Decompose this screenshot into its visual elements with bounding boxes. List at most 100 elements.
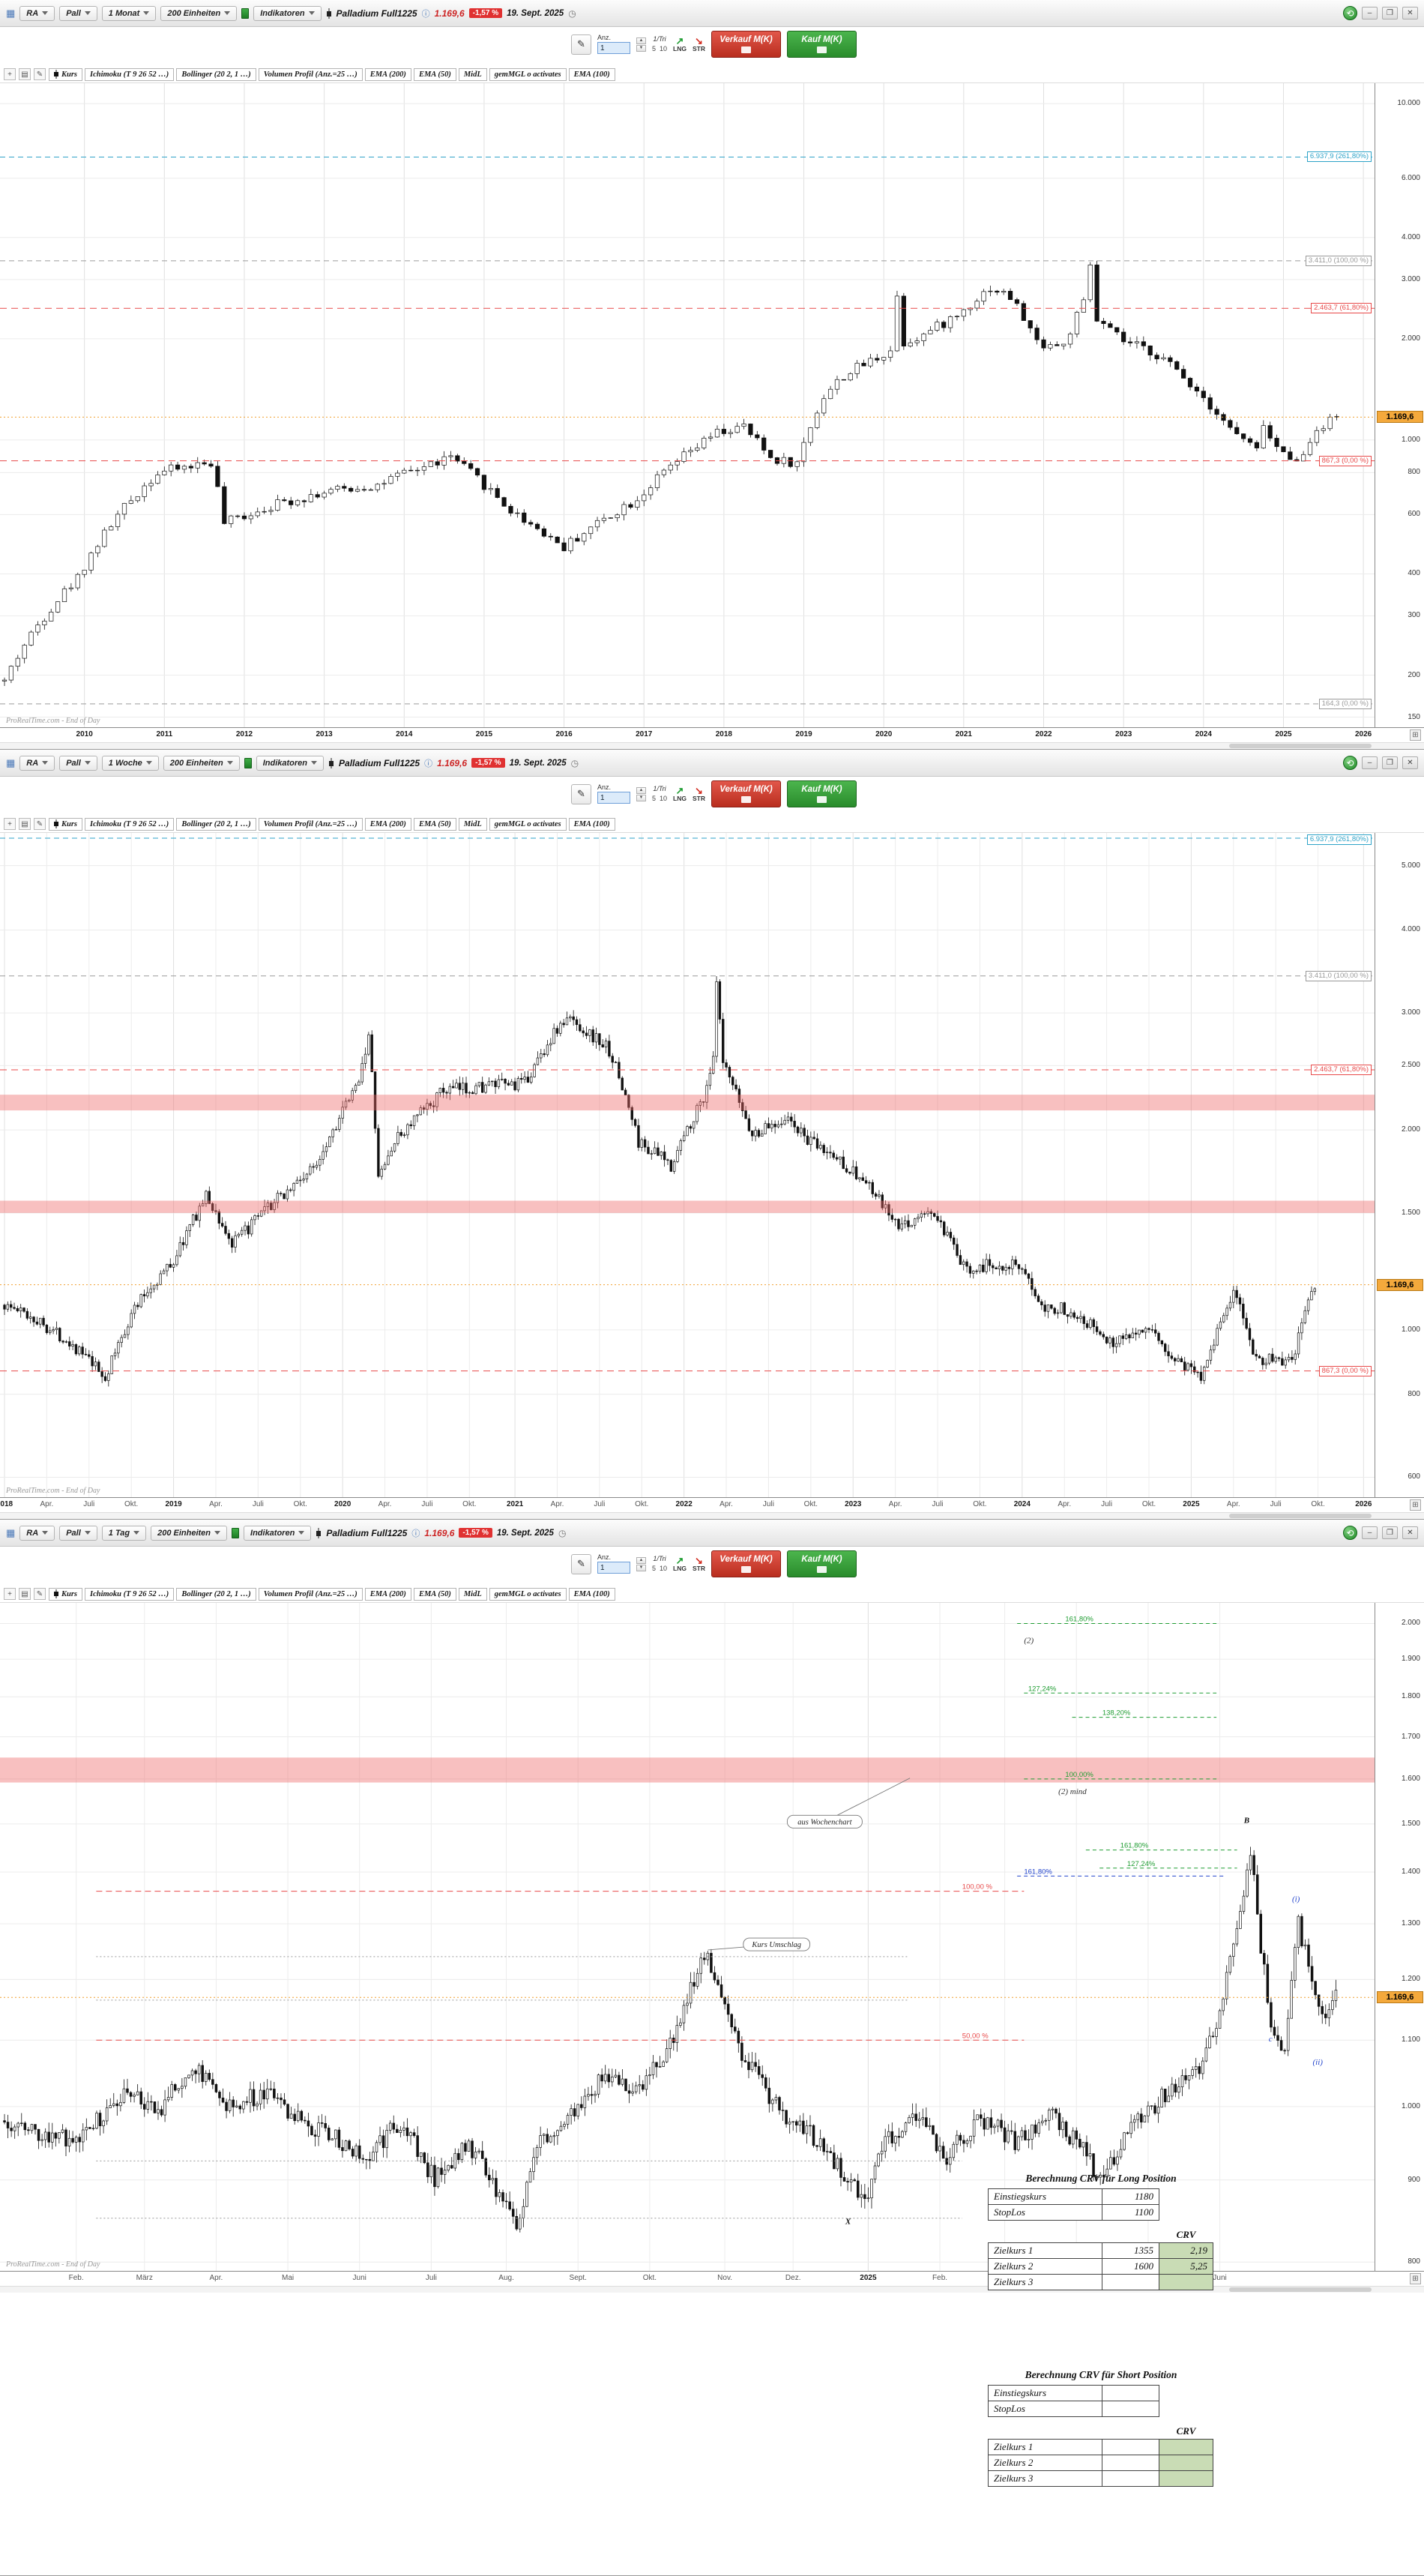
drawing-tool-button[interactable]: ✎ [571, 783, 591, 804]
indicator-chip[interactable]: EMA (200) [364, 817, 411, 831]
info-icon[interactable]: ⓘ [411, 1529, 420, 1538]
indicator-chip[interactable]: gemMGL o activates [489, 1587, 567, 1601]
expand-icon[interactable]: ⊞ [1410, 729, 1421, 741]
indicators-dropdown[interactable]: Indikatoren [253, 5, 322, 21]
candlestick-chart[interactable] [0, 83, 1375, 727]
quantity-input[interactable] [597, 792, 630, 804]
maximize-button[interactable]: ❐ [1382, 7, 1398, 19]
units-dropdown[interactable]: 200 Einheiten [160, 5, 238, 21]
sell-button[interactable]: Verkauf M(K) [711, 31, 781, 58]
indicators-dropdown[interactable]: Indikatoren [244, 1525, 312, 1541]
indicator-chip[interactable]: EMA (200) [364, 1587, 411, 1601]
stepper-up-icon[interactable]: ▲ [636, 1556, 646, 1564]
indicator-chip[interactable]: EMA (100) [568, 817, 615, 831]
expand-icon[interactable]: ⊞ [1410, 2273, 1421, 2284]
indicator-chip[interactable]: Kurs [49, 1587, 83, 1601]
stepper-down-icon[interactable]: ▼ [636, 44, 646, 52]
minimize-button[interactable]: – [1362, 756, 1378, 769]
close-button[interactable]: ✕ [1402, 7, 1418, 19]
indicator-chip[interactable]: EMA (50) [413, 817, 456, 831]
sync-icon[interactable]: ⟲ [1343, 6, 1357, 20]
indicators-dropdown[interactable]: Indikatoren [256, 755, 325, 771]
quantity-input[interactable] [597, 42, 630, 55]
buy-button[interactable]: Kauf M(K) [786, 780, 857, 807]
instrument-dropdown[interactable]: Pall [59, 5, 97, 21]
stepper-up-icon[interactable]: ▲ [636, 37, 646, 44]
quantity-stepper[interactable]: ▲ ▼ [636, 37, 646, 52]
chart-scrollbar[interactable] [0, 2286, 1424, 2293]
sync-icon[interactable]: ⟲ [1343, 1526, 1357, 1540]
scrollbar-thumb[interactable] [1229, 1514, 1372, 1518]
minimize-button[interactable]: – [1362, 7, 1378, 19]
indicator-chip[interactable]: Bollinger (20 2, 1 …) [176, 67, 256, 81]
indicator-chip[interactable]: gemMGL o activates [489, 817, 567, 831]
watchlist-dropdown[interactable]: RA [19, 1525, 55, 1541]
quantity-stepper[interactable]: ▲ ▼ [636, 786, 646, 801]
sell-button[interactable]: Verkauf M(K) [711, 780, 781, 807]
pencil-icon[interactable]: ✎ [34, 68, 46, 80]
time-axis[interactable]: ⊞ 2018 Apr. Juli Okt. 2019 Apr. Juli Okt. 2020 Ap… [0, 1497, 1424, 1512]
layout-icon[interactable]: ▤ [19, 818, 31, 830]
drawing-tool-button[interactable]: ✎ [571, 1553, 591, 1574]
pencil-icon[interactable]: ✎ [34, 818, 46, 830]
price-axis[interactable]: 10.000 6.000 4.000 3.000 2.000 1.000 800 600 400… [1375, 83, 1424, 727]
drawing-tool-button[interactable]: ✎ [571, 34, 591, 55]
expand-icon[interactable]: ⊞ [1410, 1499, 1421, 1511]
maximize-button[interactable]: ❐ [1382, 1526, 1398, 1539]
watchlist-dropdown[interactable]: RA [19, 755, 55, 771]
instrument-dropdown[interactable]: Pall [59, 755, 97, 771]
stepper-down-icon[interactable]: ▼ [636, 1564, 646, 1571]
indicator-chip[interactable]: gemMGL o activates [489, 67, 567, 81]
indicator-chip[interactable]: Ichimoku (T 9 26 52 …) [85, 817, 175, 831]
indicator-chip[interactable]: Ichimoku (T 9 26 52 …) [85, 1587, 175, 1601]
minimize-button[interactable]: – [1362, 1526, 1378, 1539]
instrument-dropdown[interactable]: Pall [59, 1525, 97, 1541]
indicator-chip[interactable]: Kurs [49, 817, 83, 831]
time-axis[interactable]: ⊞ 2010 2011 2012 2013 2014 2015 2016 2017 2018 20… [0, 727, 1424, 742]
stepper-up-icon[interactable]: ▲ [636, 786, 646, 794]
indicator-chip[interactable]: Volumen Profil (Anz.=25 …) [258, 1587, 363, 1601]
sync-icon[interactable]: ⟲ [1343, 756, 1357, 770]
units-dropdown[interactable]: 200 Einheiten [151, 1525, 228, 1541]
quantity-input[interactable] [597, 1562, 630, 1574]
indicator-chip[interactable]: Bollinger (20 2, 1 …) [176, 817, 256, 831]
close-button[interactable]: ✕ [1402, 756, 1418, 769]
sell-button[interactable]: Verkauf M(K) [711, 1550, 781, 1577]
indicator-chip[interactable]: Kurs [49, 67, 83, 81]
indicator-chip[interactable]: EMA (50) [413, 67, 456, 81]
indicator-chip[interactable]: Ichimoku (T 9 26 52 …) [85, 67, 175, 81]
quantity-stepper[interactable]: ▲ ▼ [636, 1556, 646, 1571]
indicator-chip[interactable]: EMA (100) [568, 67, 615, 81]
candlestick-chart[interactable] [0, 833, 1375, 1497]
add-indicator-icon[interactable]: + [4, 68, 16, 80]
indicator-chip[interactable]: EMA (200) [364, 67, 411, 81]
scrollbar-thumb[interactable] [1229, 744, 1372, 748]
scrollbar-thumb[interactable] [1229, 2287, 1372, 2292]
price-axis[interactable]: 2.000 1.900 1.800 1.700 1.600 1.500 1.400 1.300… [1375, 1603, 1424, 2271]
candlestick-chart[interactable]: 161,80% 127,24% 138,20% 100,00% 161,80% 127,2… [0, 1603, 1375, 2271]
indicator-chip[interactable]: EMA (100) [568, 1587, 615, 1601]
layout-icon[interactable]: ▤ [19, 1588, 31, 1600]
info-icon[interactable]: ⓘ [424, 759, 433, 768]
timeframe-dropdown[interactable]: 1 Tag [101, 1525, 147, 1541]
timeframe-dropdown[interactable]: 1 Monat [101, 5, 157, 21]
units-dropdown[interactable]: 200 Einheiten [163, 755, 240, 771]
indicator-chip[interactable]: Volumen Profil (Anz.=25 …) [258, 67, 363, 81]
indicator-chip[interactable]: Bollinger (20 2, 1 …) [176, 1587, 256, 1601]
maximize-button[interactable]: ❐ [1382, 756, 1398, 769]
timeframe-dropdown[interactable]: 1 Woche [101, 755, 159, 771]
indicator-chip[interactable]: Volumen Profil (Anz.=25 …) [258, 817, 363, 831]
pencil-icon[interactable]: ✎ [34, 1588, 46, 1600]
chart-scrollbar[interactable] [0, 742, 1424, 749]
close-button[interactable]: ✕ [1402, 1526, 1418, 1539]
price-axis[interactable]: 5.000 4.000 3.000 2.500 2.000 1.500 1.000 800 60… [1375, 833, 1424, 1497]
buy-button[interactable]: Kauf M(K) [786, 1550, 857, 1577]
add-indicator-icon[interactable]: + [4, 1588, 16, 1600]
layout-icon[interactable]: ▤ [19, 68, 31, 80]
info-icon[interactable]: ⓘ [421, 9, 430, 19]
indicator-chip[interactable]: EMA (50) [413, 1587, 456, 1601]
indicator-chip[interactable]: MidL [458, 67, 487, 81]
indicator-chip[interactable]: MidL [458, 1587, 487, 1601]
watchlist-dropdown[interactable]: RA [19, 5, 55, 21]
add-indicator-icon[interactable]: + [4, 818, 16, 830]
